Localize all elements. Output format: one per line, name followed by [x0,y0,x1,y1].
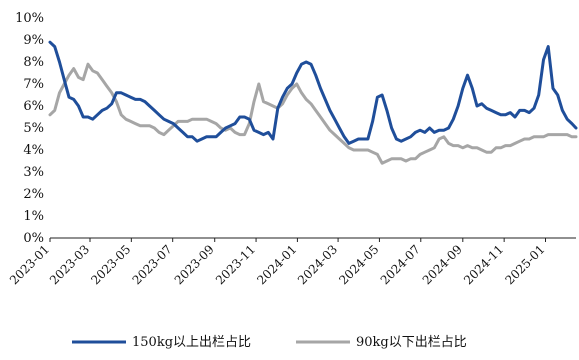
y-tick-label: 10% [15,11,44,26]
y-tick-label: 3% [23,165,44,180]
x-tick-label: 2024-09 [420,242,465,287]
x-tick-label: 2024-05 [336,242,381,287]
x-tick-label: 2023-05 [88,242,133,287]
legend-label-150kg: 150kg以上出栏占比 [132,335,251,350]
x-tick-label: 2023-03 [47,242,92,287]
y-tick-label: 5% [23,121,44,136]
y-tick-label: 0% [23,231,44,246]
x-axis-ticks: 2023-012023-032023-052023-072023-092023-… [7,238,548,287]
series-line-90kg [48,62,578,165]
y-tick-label: 6% [23,99,44,114]
x-tick-label: 2024-07 [378,242,423,287]
y-axis-ticks: 0% 1% 2% 3% 4% 5% 6% 7% 8% 9% 10% [15,11,44,246]
series-layer [48,40,578,165]
x-tick-label: 2023-01 [7,242,52,287]
x-tick-label: 2024-11 [461,242,506,287]
x-tick-label: 2023-07 [130,242,175,287]
y-tick-label: 8% [23,55,44,70]
y-tick-label: 7% [23,77,44,92]
x-tick-label: 2024-03 [295,242,340,287]
x-tick-label: 2023-11 [213,242,258,287]
y-tick-label: 1% [23,209,44,224]
y-tick-label: 2% [23,187,44,202]
x-tick-label: 2024-01 [254,242,299,287]
legend: 150kg以上出栏占比 90kg以下出栏占比 [72,335,467,350]
legend-label-90kg: 90kg以下出栏占比 [356,335,467,350]
x-tick-label: 2023-09 [172,242,217,287]
series-line-150kg [48,40,578,145]
x-tick-label: 2025-01 [502,242,547,287]
y-tick-label: 9% [23,33,44,48]
y-tick-label: 4% [23,143,44,158]
